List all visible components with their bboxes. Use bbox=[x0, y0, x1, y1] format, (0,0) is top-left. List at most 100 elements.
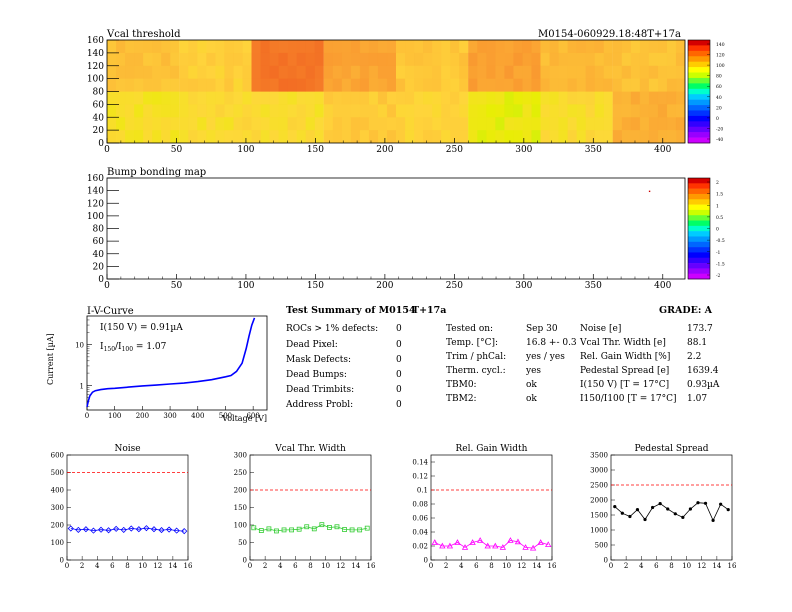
bump-scale-swatch bbox=[688, 241, 710, 248]
noise-point bbox=[97, 526, 105, 533]
vcal-pixel-cell bbox=[576, 104, 586, 118]
vcal-pixel-cell bbox=[278, 91, 288, 105]
vcal-pixel-cell bbox=[287, 117, 297, 131]
vcal-pixel-cell bbox=[224, 104, 234, 118]
vcal-pixel-cell bbox=[125, 117, 135, 131]
vcal-pixel-cell bbox=[630, 104, 641, 118]
vcal-pixel-cell bbox=[612, 130, 622, 144]
vcal-pixel-cell bbox=[332, 104, 343, 118]
vcal-pixel-cell bbox=[107, 78, 117, 92]
vcal-pixel-cell bbox=[531, 104, 541, 118]
vcal-pixel-cell bbox=[134, 91, 144, 105]
summary-right-value-1: 88.1 bbox=[687, 338, 708, 348]
vcal-pixel-cell bbox=[215, 52, 225, 66]
noise-title: Noise bbox=[114, 444, 140, 454]
vcal-pixel-cell bbox=[567, 104, 577, 118]
gain-width-point bbox=[431, 539, 438, 545]
gain-width-x-tick-label: 2 bbox=[444, 562, 448, 570]
bump-y-tick-label: 140 bbox=[87, 187, 104, 197]
vcal-pixel-cell bbox=[423, 130, 433, 144]
iv-y-tick-label: 1 bbox=[80, 382, 84, 390]
vcal-width-y-tick-label: 150 bbox=[234, 504, 247, 512]
vcal-pixel-cell bbox=[549, 104, 559, 118]
bump-scale-swatch bbox=[688, 178, 710, 184]
vcal-pixel-cell bbox=[125, 104, 135, 118]
bump-x-tick-label: 250 bbox=[446, 281, 463, 291]
vcal-width-y-tick-label: 50 bbox=[238, 539, 247, 547]
vcal-pixel-cell bbox=[504, 40, 514, 54]
summary-mid-label-1: Temp. [°C]: bbox=[446, 338, 499, 348]
vcal-pixel-cell bbox=[233, 130, 243, 144]
vcal-pixel-cell bbox=[188, 65, 198, 79]
gain-width-x-tick-label: 14 bbox=[532, 562, 541, 570]
vcal-pixel-cell bbox=[215, 40, 225, 54]
vcal-pixel-cell bbox=[161, 104, 171, 118]
vcal-pixel-cell bbox=[251, 78, 261, 92]
vcal-x-tick-label: 400 bbox=[654, 145, 671, 155]
vcal-pixel-cell bbox=[170, 40, 180, 54]
vcal-scale-label: 140 bbox=[716, 42, 725, 48]
vcal-pixel-cell bbox=[287, 52, 297, 66]
vcal-scale-swatch bbox=[688, 56, 710, 62]
vcal-pixel-cell bbox=[152, 104, 162, 118]
vcal-pixel-cell bbox=[323, 78, 333, 92]
vcal-pixel-cell bbox=[657, 40, 668, 54]
vcal-width-y-tick-label: 300 bbox=[234, 452, 247, 460]
vcal-scale-swatch bbox=[688, 115, 710, 122]
vcal-pixel-cell bbox=[513, 65, 523, 79]
vcal-pixel-cell bbox=[224, 130, 234, 144]
vcal-pixel-cell bbox=[296, 104, 306, 118]
gain-width-point bbox=[537, 539, 544, 545]
vcal-pixel-cell bbox=[621, 65, 632, 79]
vcal-pixel-cell bbox=[450, 130, 460, 144]
vcal-x-tick-label: 300 bbox=[515, 145, 532, 155]
vcal-pixel-cell bbox=[549, 117, 559, 131]
summary-left-label-0: ROCs > 1% defects: bbox=[286, 324, 379, 334]
vcal-pixel-cell bbox=[513, 78, 523, 92]
vcal-pixel-cell bbox=[603, 117, 613, 131]
vcal-scale-swatch bbox=[688, 50, 710, 57]
summary-left-label-2: Mask Defects: bbox=[286, 355, 352, 365]
vcal-pixel-cell bbox=[368, 104, 379, 118]
vcal-pixel-cell bbox=[603, 52, 613, 66]
bump-scale-swatch bbox=[688, 273, 710, 280]
vcal-pixel-cell bbox=[116, 78, 126, 92]
vcal-pixel-cell bbox=[233, 78, 243, 92]
gain-width-point bbox=[476, 537, 484, 543]
vcal-pixel-cell bbox=[432, 40, 442, 54]
summary-left-label-3: Dead Bumps: bbox=[286, 370, 347, 380]
vcal-pixel-cell bbox=[423, 40, 433, 54]
vcal-pixel-cell bbox=[612, 65, 622, 79]
vcal-pixel-cell bbox=[477, 52, 487, 66]
vcal-pixel-cell bbox=[675, 104, 686, 118]
iv-annotation-ratio: I150/I100 = 1.07 bbox=[100, 342, 167, 353]
summary-right-value-0: 173.7 bbox=[687, 324, 713, 334]
vcal-pixel-cell bbox=[423, 117, 433, 131]
vcal-pixel-cell bbox=[513, 104, 523, 118]
bump-x-tick-label: 0 bbox=[104, 281, 110, 291]
vcal-pixel-cell bbox=[459, 117, 469, 131]
vcal-pixel-cell bbox=[396, 78, 406, 92]
vcal-pixel-cell bbox=[386, 104, 397, 118]
pedestal-spread-y-tick-label: 1000 bbox=[590, 527, 608, 535]
vcal-pixel-cell bbox=[305, 117, 315, 131]
pedestal-spread-x-tick-label: 12 bbox=[697, 562, 706, 570]
noise-x-tick-label: 2 bbox=[80, 562, 84, 570]
summary-grade: GRADE: A bbox=[659, 305, 713, 316]
vcal-pixel-cell bbox=[450, 104, 460, 118]
vcal-pixel-cell bbox=[215, 130, 225, 144]
vcal-pixel-cell bbox=[441, 104, 451, 118]
gain-width-point bbox=[529, 544, 537, 551]
pedestal-spread-y-tick-label: 1500 bbox=[590, 512, 608, 520]
vcal-pixel-cell bbox=[179, 78, 189, 92]
noise-point bbox=[75, 526, 82, 533]
pedestal-spread-y-tick-label: 2500 bbox=[590, 482, 608, 490]
bump-scale-swatch bbox=[688, 231, 710, 237]
vcal-pixel-cell bbox=[134, 78, 144, 92]
bump-y-tick-label: 100 bbox=[87, 212, 104, 222]
vcal-pixel-cell bbox=[549, 65, 559, 79]
vcal-pixel-cell bbox=[666, 40, 677, 54]
vcal-width-point bbox=[296, 526, 302, 532]
vcal-pixel-cell bbox=[423, 78, 433, 92]
vcal-pixel-cell bbox=[251, 52, 261, 66]
